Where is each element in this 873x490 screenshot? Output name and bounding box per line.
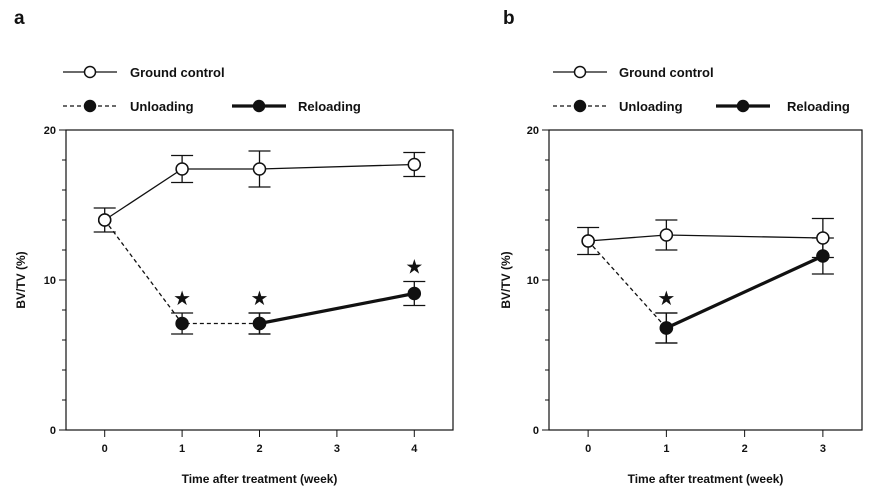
y-tick-label: 10 — [527, 275, 539, 287]
legend-marker — [83, 99, 97, 113]
y-axis-label: BV/TV (%) — [499, 251, 513, 308]
significance-star: ★ — [657, 288, 675, 310]
series-line-unloading — [587, 240, 667, 329]
legend-label: Unloading — [619, 99, 683, 114]
plot-frame — [548, 129, 863, 431]
x-tick-label: 0 — [102, 443, 108, 455]
y-tick-label: 20 — [44, 125, 56, 137]
x-tick-label: 3 — [820, 443, 826, 455]
filled-point — [252, 316, 267, 331]
significance-star: ★ — [173, 288, 191, 310]
x-tick-label: 0 — [585, 443, 591, 455]
legend: Ground control Unloading Reloading — [63, 65, 361, 114]
y-tick-label: 0 — [533, 425, 539, 437]
x-tick-label: 2 — [742, 443, 748, 455]
open-point — [97, 213, 112, 227]
filled-point — [175, 316, 189, 331]
series-line-ground-control — [104, 163, 415, 221]
x-tick-label: 2 — [256, 443, 262, 455]
y-tick-label: 20 — [527, 125, 539, 137]
legend: Ground control Unloading Reloading — [553, 65, 850, 114]
filled-point — [816, 249, 830, 263]
legend-label: Unloading — [130, 99, 194, 114]
legend-marker — [83, 65, 97, 79]
open-point — [252, 162, 267, 176]
series-line-reloading — [259, 291, 415, 326]
open-point — [175, 162, 189, 176]
legend-marker — [252, 99, 266, 113]
legend-label: Ground control — [619, 65, 714, 80]
x-tick-label: 1 — [663, 443, 669, 455]
panel-letter: a — [14, 8, 25, 29]
legend-label: Reloading — [787, 99, 850, 114]
open-point — [581, 234, 595, 248]
open-point — [816, 231, 830, 245]
series-line-reloading — [665, 254, 824, 330]
x-tick-label: 1 — [179, 443, 185, 455]
legend-marker — [573, 65, 587, 79]
filled-point — [659, 321, 674, 335]
x-tick-label: 4 — [411, 443, 418, 455]
legend-marker — [736, 99, 750, 113]
open-point — [659, 228, 674, 242]
x-axis-label: Time after treatment (week) — [182, 472, 338, 486]
panel-a: a 0 10 20 0 1 2 3 4 Time after treatment (week) BV… — [14, 8, 454, 486]
legend-label: Reloading — [298, 99, 361, 114]
legend-marker — [573, 99, 587, 113]
x-tick-label: 3 — [334, 443, 340, 455]
series-line-ground-control — [588, 234, 823, 242]
legend-label: Ground control — [130, 65, 225, 80]
x-axis-label: Time after treatment (week) — [628, 472, 784, 486]
significance-star: ★ — [405, 257, 423, 279]
panel-b: b 0 10 20 0 1 2 3 Time after treatment (week) BV/… — [499, 8, 863, 486]
open-point — [407, 157, 422, 172]
y-tick-label: 10 — [44, 275, 56, 287]
y-tick-label: 0 — [50, 425, 56, 437]
filled-point — [407, 286, 422, 301]
significance-star: ★ — [251, 288, 269, 310]
y-axis-label: BV/TV (%) — [14, 251, 28, 308]
panel-letter: b — [503, 8, 515, 29]
